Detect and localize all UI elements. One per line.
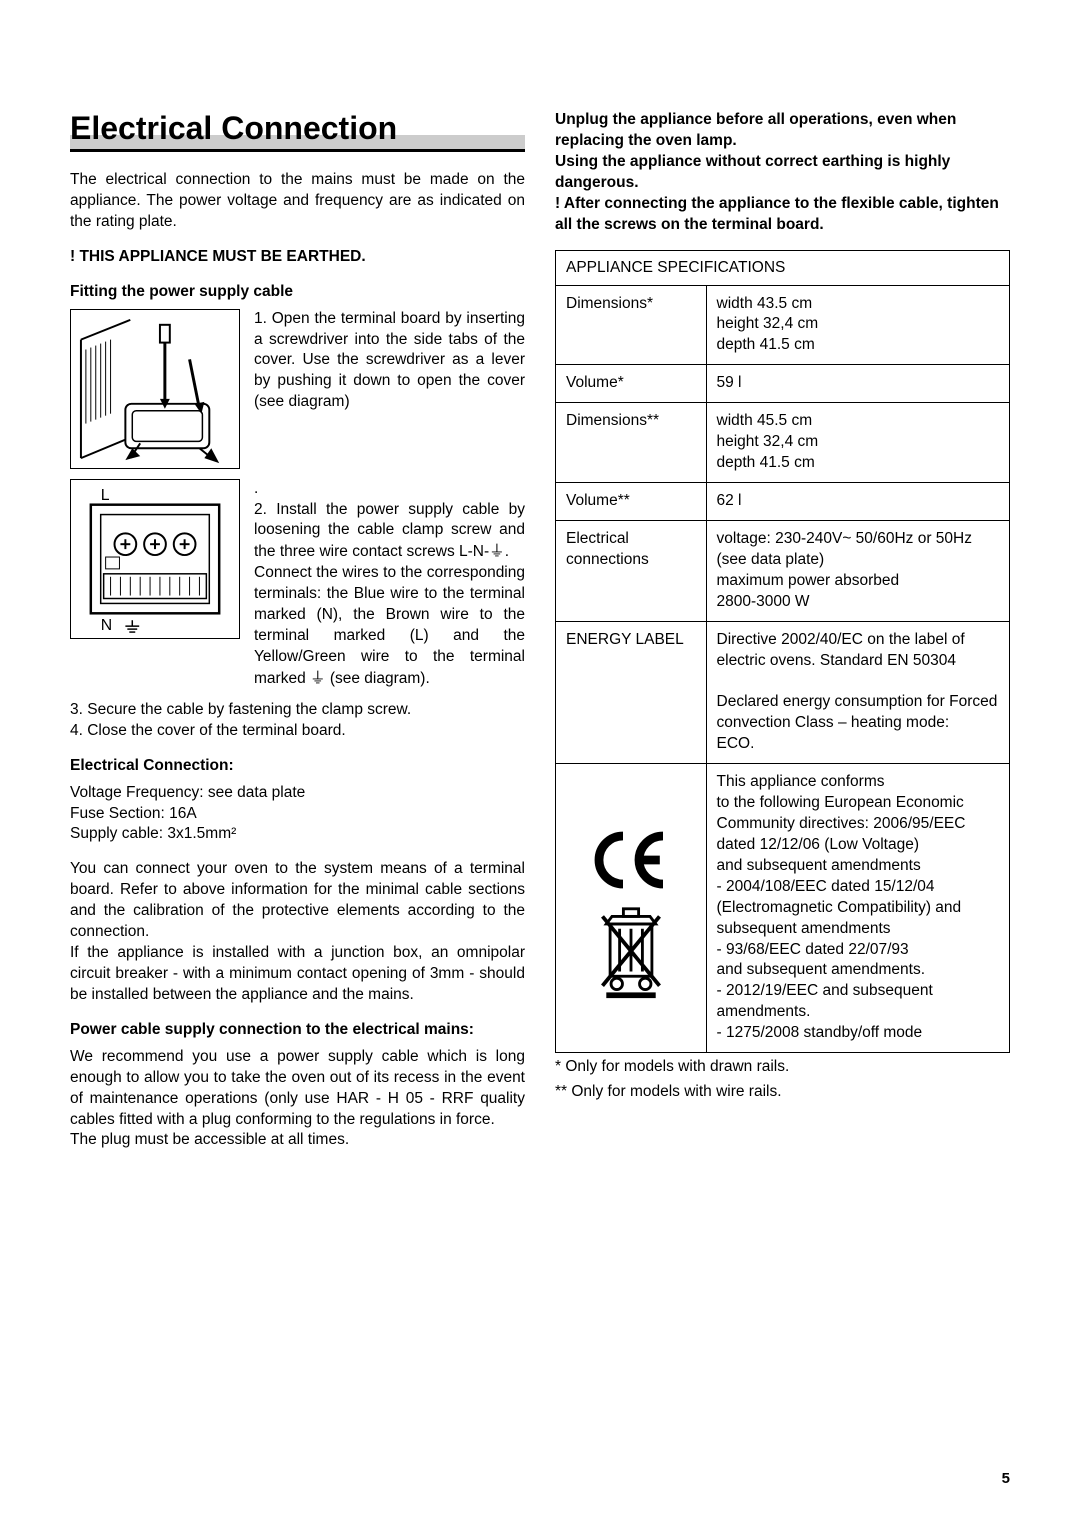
cell-vol2-label: Volume** xyxy=(556,482,706,520)
power-cable-heading: Power cable supply connection to the ele… xyxy=(70,1020,525,1041)
step1-text: 1. Open the terminal board by inserting … xyxy=(254,309,525,455)
elec-line3: Supply cable: 3x1.5mm² xyxy=(70,824,525,845)
para5: The plug must be accessible at all times… xyxy=(70,1130,525,1151)
cell-vol2-val: 62 l xyxy=(706,482,1009,520)
cell-elec-label: Electrical connections xyxy=(556,520,706,621)
ce-mark-icon xyxy=(591,825,671,895)
step2a: 2. Install the power supply cable by loo… xyxy=(254,501,525,561)
cell-elec-val: voltage: 230-240V~ 50/60Hz or 50Hz (see … xyxy=(706,520,1009,621)
para4: We recommend you use a power supply cabl… xyxy=(70,1047,525,1131)
cell-vol1-val: 59 l xyxy=(706,365,1009,403)
weee-bin-icon xyxy=(591,905,671,1000)
table-row: Volume** 62 l xyxy=(556,482,1009,520)
page-number: 5 xyxy=(1002,1470,1010,1487)
table-row: Dimensions* width 43.5 cm height 32,4 cm… xyxy=(556,286,1009,365)
table-row: ENERGY LABEL Directive 2002/40/EC on the… xyxy=(556,621,1009,764)
cell-vol1-label: Volume* xyxy=(556,365,706,403)
cell-ce-icons xyxy=(556,764,706,1052)
earth-symbol-2: ⏚ xyxy=(310,669,326,687)
elec-line2: Fuse Section: 16A xyxy=(70,804,525,825)
step3: 3. Secure the cable by fastening the cla… xyxy=(70,700,525,721)
page-title: Electrical Connection xyxy=(70,110,525,152)
table-title: APPLIANCE SPECIFICATIONS xyxy=(556,251,1009,286)
footnote2: ** Only for models with wire rails. xyxy=(555,1082,1010,1103)
step2c: (see diagram). xyxy=(330,670,430,687)
cell-dim2-val: width 45.5 cm height 32,4 cm depth 41.5 … xyxy=(706,403,1009,483)
step2-block: L N . 2. Install the power supply cable … xyxy=(70,479,525,690)
right-warn2: Using the appliance without correct eart… xyxy=(555,152,1010,194)
spec-table: APPLIANCE SPECIFICATIONS Dimensions* wid… xyxy=(555,250,1010,1054)
cell-ce-val: This appliance conforms to the following… xyxy=(706,764,1009,1052)
diagram-label-N: N xyxy=(101,617,112,634)
step1-block: 1. Open the terminal board by inserting … xyxy=(70,309,525,469)
elec-line1: Voltage Frequency: see data plate xyxy=(70,783,525,804)
right-warn3: ! After connecting the appliance to the … xyxy=(555,194,1010,236)
diagram-label-L: L xyxy=(101,486,110,503)
page-title-wrap: Electrical Connection xyxy=(70,110,525,152)
elec-conn-heading: Electrical Connection: xyxy=(70,756,525,777)
cell-dim1-label: Dimensions* xyxy=(556,286,706,365)
para2: You can connect your oven to the system … xyxy=(70,859,525,943)
table-row: Volume* 59 l xyxy=(556,365,1009,403)
footnote1: * Only for models with drawn rails. xyxy=(555,1057,1010,1078)
earth-symbol-1: ⏚ xyxy=(489,542,505,560)
step4: 4. Close the cover of the terminal board… xyxy=(70,721,525,742)
right-warn1: Unplug the appliance before all operatio… xyxy=(555,110,1010,152)
fitting-heading: Fitting the power supply cable xyxy=(70,282,525,303)
cell-energy-label: ENERGY LABEL xyxy=(556,621,706,764)
cell-dim2-label: Dimensions** xyxy=(556,403,706,483)
para3: If the appliance is installed with a jun… xyxy=(70,943,525,1006)
cell-dim1-val: width 43.5 cm height 32,4 cm depth 41.5 … xyxy=(706,286,1009,365)
intro-paragraph: The electrical connection to the mains m… xyxy=(70,170,525,233)
earth-warning: ! THIS APPLIANCE MUST BE EARTHED. xyxy=(70,247,525,268)
table-row: Dimensions** width 45.5 cm height 32,4 c… xyxy=(556,403,1009,483)
step2b: Connect the wires to the corresponding t… xyxy=(254,564,525,687)
step2-text-wrap: . 2. Install the power supply cable by l… xyxy=(254,479,525,690)
wiring-diagram: L N xyxy=(70,479,240,639)
terminal-board-diagram xyxy=(70,309,240,469)
cell-energy-val: Directive 2002/40/EC on the label of ele… xyxy=(706,621,1009,764)
table-row: Electrical connections voltage: 230-240V… xyxy=(556,520,1009,621)
table-row: This appliance conforms to the following… xyxy=(556,764,1009,1052)
